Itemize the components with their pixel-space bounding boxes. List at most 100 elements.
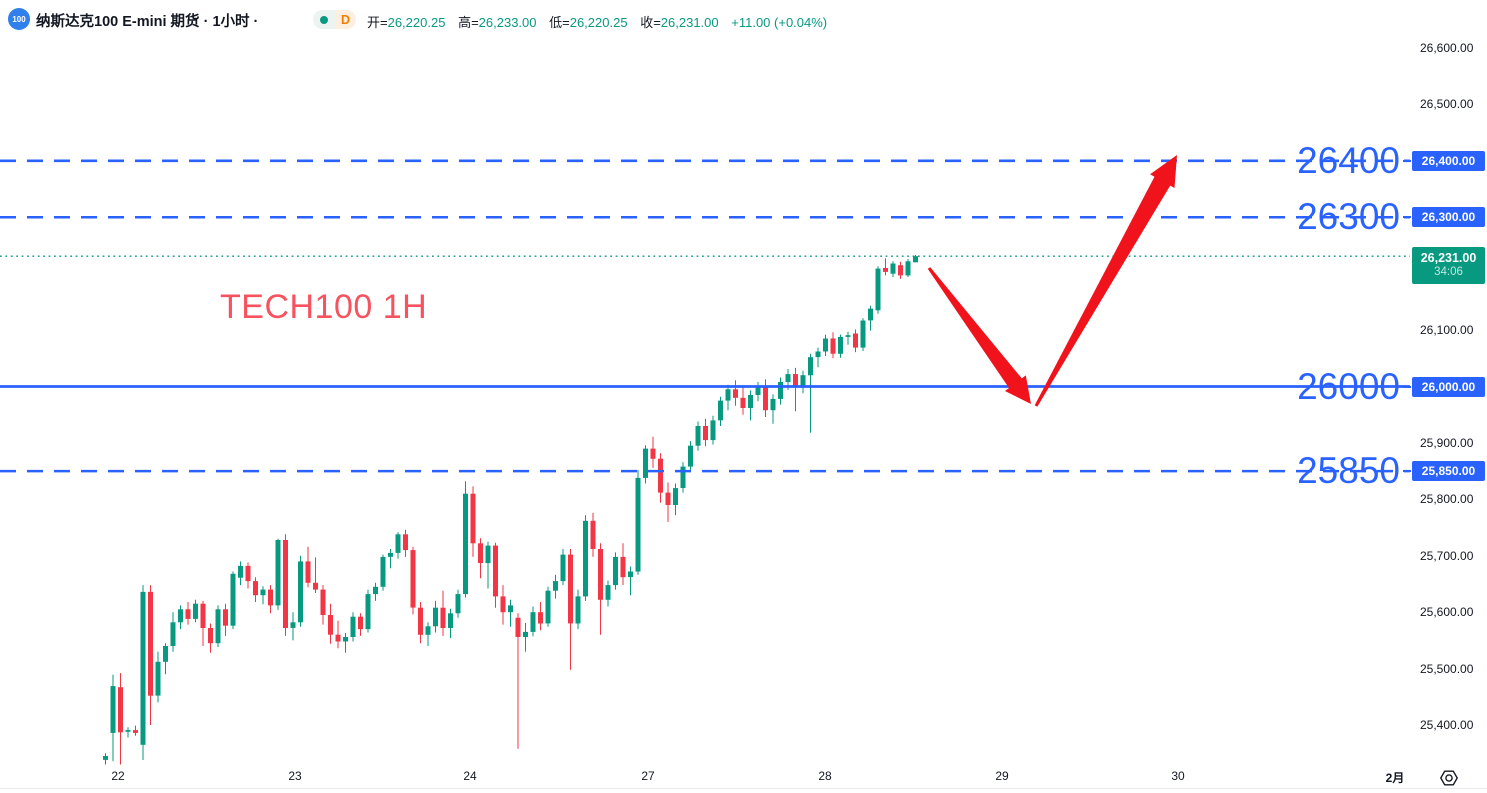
- candle: [815, 347, 821, 368]
- candle: [680, 462, 686, 493]
- candle: [770, 394, 776, 424]
- candle: [148, 585, 153, 725]
- annotation-text[interactable]: TECH100 1H: [220, 288, 428, 326]
- candle: [388, 549, 393, 569]
- candle: [208, 623, 213, 653]
- candle: [290, 612, 296, 641]
- candle: [418, 602, 423, 644]
- candles-series: [103, 255, 918, 765]
- candle: [703, 418, 708, 447]
- current-price-value: 26,231.00: [1420, 251, 1477, 266]
- candle: [343, 633, 348, 653]
- candle: [425, 622, 431, 646]
- candle: [515, 613, 521, 749]
- candle: [463, 481, 468, 598]
- candle: [658, 453, 663, 503]
- bar-countdown: 34:06: [1434, 266, 1463, 279]
- candle: [748, 390, 753, 421]
- candle: [860, 318, 866, 351]
- axis-settings-gear-icon[interactable]: [1440, 769, 1458, 787]
- time-label: 2月: [1385, 771, 1405, 785]
- candle: [358, 613, 363, 636]
- candle: [508, 599, 513, 627]
- data-mode-badge: D: [335, 10, 356, 29]
- candle: [185, 602, 191, 625]
- level-price-label: 26,300.00: [1412, 207, 1485, 228]
- candle: [410, 546, 416, 615]
- candle: [215, 605, 221, 648]
- candle: [538, 602, 543, 631]
- candle: [178, 605, 183, 630]
- time-axis[interactable]: 22 23 24 27 28 29 30 2月: [0, 763, 1487, 793]
- time-label: 24: [463, 769, 477, 783]
- low-label: 低=: [549, 15, 570, 30]
- candle: [613, 552, 618, 590]
- time-label: 28: [818, 769, 832, 783]
- symbol-title[interactable]: 纳斯达克100 E-mini 期货 · 1小时 ·: [36, 14, 259, 30]
- candle: [665, 482, 671, 522]
- candle: [373, 582, 378, 601]
- chart-header: 100 纳斯达克100 E-mini 期货 · 1小时 · D 开= 26,220…: [0, 0, 1100, 40]
- candle: [853, 329, 858, 353]
- candle: [823, 334, 828, 356]
- candle: [448, 608, 453, 639]
- low-value: 26,220.25: [569, 15, 628, 30]
- candle: [553, 574, 558, 599]
- candle: [275, 538, 281, 610]
- candle: [478, 538, 483, 579]
- candle: [673, 483, 678, 516]
- candle: [898, 261, 903, 279]
- candle: [103, 753, 108, 765]
- price-axis[interactable]: 26,600.00 26,500.00 26,100.00 25,900.00 25,8…: [1403, 0, 1487, 763]
- prediction-arrow-down[interactable]: [927, 267, 1031, 404]
- level-price-label: 26,400.00: [1412, 150, 1485, 171]
- price-tick: 26,100.00: [1420, 323, 1474, 338]
- close-label: 收=: [640, 15, 661, 30]
- candle: [140, 585, 146, 760]
- candle: [245, 562, 251, 589]
- candle: [523, 622, 528, 652]
- candle: [395, 532, 401, 559]
- status-badge[interactable]: D: [313, 10, 356, 29]
- candle: [635, 470, 641, 575]
- candle: [260, 586, 266, 605]
- candle: [830, 332, 836, 359]
- candle: [890, 261, 896, 278]
- candle: [298, 555, 303, 627]
- candle: [283, 534, 288, 636]
- level-label-26400[interactable]: 26400: [1297, 139, 1400, 181]
- connection-dot-icon: [313, 10, 335, 29]
- candle: [313, 557, 318, 593]
- candle: [605, 580, 611, 607]
- candle: [628, 566, 633, 596]
- candle: [238, 561, 243, 586]
- prediction-arrow-up[interactable]: [1034, 155, 1177, 407]
- candle: [440, 590, 446, 636]
- candle: [598, 543, 603, 635]
- open-label: 开=: [367, 15, 388, 30]
- candle: [163, 643, 168, 675]
- price-tick: 25,500.00: [1420, 661, 1474, 676]
- symbol-logo-icon: 100: [8, 8, 30, 30]
- high-value: 26,233.00: [478, 15, 537, 30]
- candle: [755, 382, 761, 402]
- candle: [845, 331, 851, 345]
- current-price-label: 26,231.00 34:06: [1412, 246, 1485, 284]
- level-label-25850[interactable]: 25850: [1297, 450, 1400, 492]
- candle: [493, 542, 498, 608]
- candle: [793, 367, 798, 412]
- candle: [575, 589, 581, 630]
- change-value: +11.00 (+0.04%): [731, 15, 828, 30]
- price-tick: 26,500.00: [1420, 97, 1474, 112]
- candle: [125, 727, 131, 738]
- level-label-26300[interactable]: 26300: [1297, 196, 1400, 238]
- candle: [643, 445, 648, 484]
- level-label-26000[interactable]: 26000: [1297, 365, 1400, 407]
- candle: [725, 384, 731, 411]
- candle: [620, 543, 626, 586]
- candle: [320, 585, 326, 625]
- ohlc-readout: 开=26,220.25 高=26,233.00 低=26,220.25 收=26…: [367, 12, 827, 31]
- close-value: 26,231.00: [660, 15, 719, 30]
